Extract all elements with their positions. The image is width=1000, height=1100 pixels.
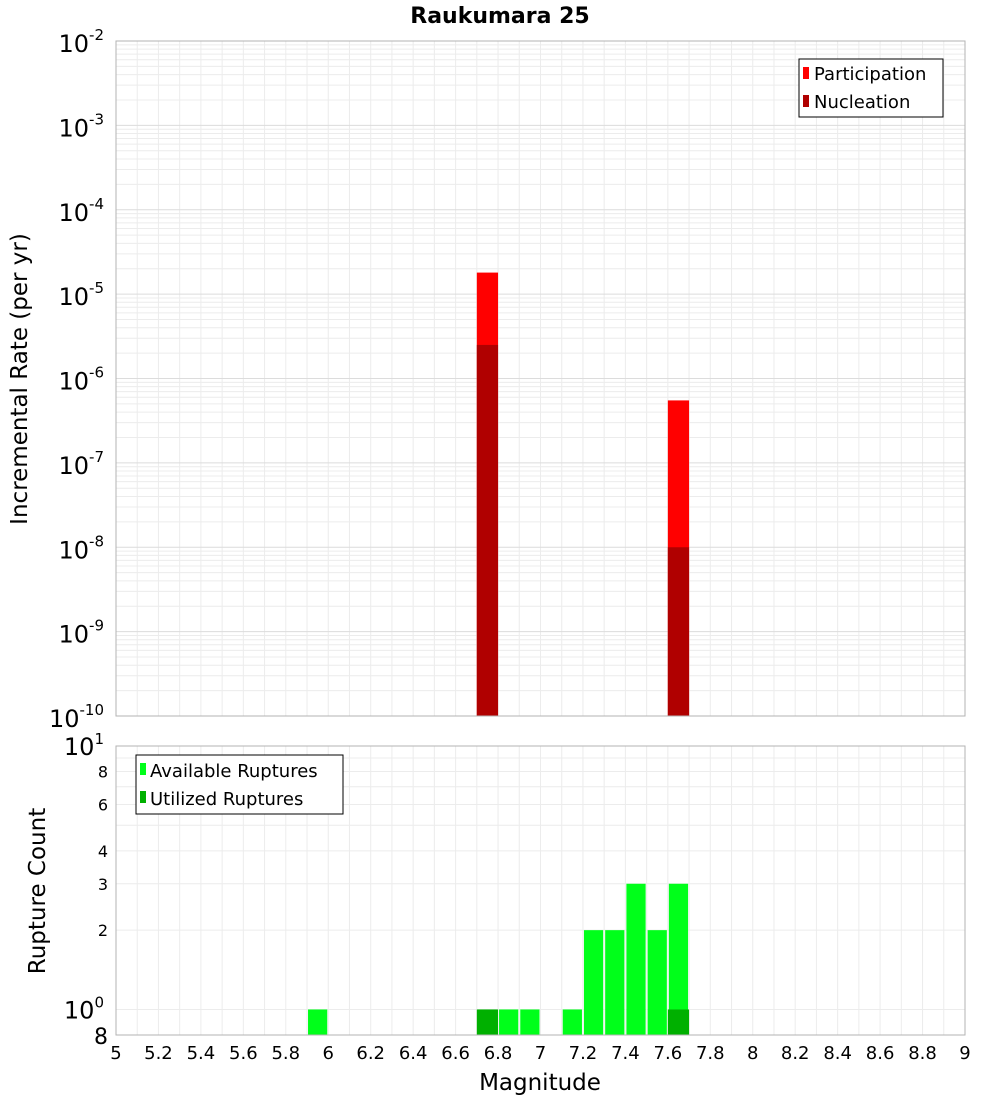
available-ruptures-bar bbox=[583, 930, 604, 1035]
x-tick-label: 7.2 bbox=[569, 1043, 598, 1064]
available-ruptures-bar bbox=[520, 1009, 540, 1035]
available-ruptures-bar bbox=[626, 883, 646, 1035]
top-bars bbox=[476, 272, 690, 716]
available-ruptures-bar bbox=[668, 883, 689, 1035]
legend-label-nucleation: Nucleation bbox=[814, 92, 910, 113]
x-tick-label: 8.4 bbox=[823, 1043, 852, 1064]
x-tick-label: 7.6 bbox=[654, 1043, 683, 1064]
x-tick-label: 5.4 bbox=[187, 1043, 216, 1064]
x-tick-label: 5 bbox=[110, 1043, 121, 1064]
bottom-y-tick-label: 4 bbox=[98, 842, 108, 861]
bottom-bars bbox=[308, 883, 690, 1035]
legend-swatch-participation bbox=[803, 67, 809, 79]
available-ruptures-bar bbox=[605, 930, 625, 1035]
available-ruptures-bar bbox=[647, 930, 667, 1035]
legend-label-available: Available Ruptures bbox=[150, 761, 318, 782]
bottom-grid bbox=[115, 746, 966, 1035]
x-ticks: 5 5.2 5.4 5.6 5.8 6 6.2 6.4 6.6 6.8 7 7.2 7.4 7.6 7.8 8… bbox=[110, 1043, 970, 1064]
x-tick-label: 5.8 bbox=[271, 1043, 300, 1064]
top-y-axis-label: Incremental Rate (per yr) bbox=[7, 233, 33, 525]
bottom-y-tick-label: 6 bbox=[98, 795, 108, 814]
legend-label-participation: Participation bbox=[814, 64, 926, 85]
available-ruptures-bar bbox=[499, 1009, 519, 1035]
bottom-y-tick-label: 8 bbox=[94, 1025, 108, 1050]
utilized-ruptures-bar bbox=[667, 1009, 690, 1035]
legend-label-utilized: Utilized Ruptures bbox=[150, 789, 303, 810]
x-tick-label: 6.2 bbox=[356, 1043, 385, 1064]
top-y-tick-label: 10-9 bbox=[58, 617, 104, 649]
chart-title: Raukumara 25 bbox=[410, 4, 589, 29]
x-tick-label: 7.8 bbox=[696, 1043, 725, 1064]
available-ruptures-bar bbox=[562, 1009, 582, 1035]
top-plot-frame bbox=[115, 40, 966, 717]
x-tick-label: 8.8 bbox=[908, 1043, 937, 1064]
top-y-tick-label: 10-7 bbox=[58, 448, 104, 480]
bottom-y-tick-label: 101 bbox=[64, 730, 104, 761]
x-tick-label: 8.2 bbox=[781, 1043, 810, 1064]
x-tick-label: 6 bbox=[323, 1043, 334, 1064]
top-y-tick-label: 10-4 bbox=[58, 195, 104, 227]
top-y-tick-label: 10-3 bbox=[58, 110, 104, 142]
bottom-y-tick-label: 3 bbox=[98, 875, 108, 894]
available-ruptures-bar bbox=[308, 1009, 328, 1035]
x-tick-label: 6.6 bbox=[441, 1043, 470, 1064]
utilized-ruptures-bar bbox=[476, 1009, 499, 1035]
bottom-y-tick-label: 100 bbox=[64, 993, 104, 1024]
x-tick-label: 6.4 bbox=[399, 1043, 428, 1064]
x-tick-label: 6.8 bbox=[484, 1043, 513, 1064]
x-tick-label: 5.6 bbox=[229, 1043, 258, 1064]
x-tick-label: 8 bbox=[747, 1043, 758, 1064]
x-tick-label: 8.6 bbox=[866, 1043, 895, 1064]
top-y-ticks: 10-2 10-3 10-4 10-5 10-6 10-7 10-8 10-9 10-10 bbox=[49, 26, 104, 733]
x-tick-label: 7 bbox=[535, 1043, 546, 1064]
x-axis-label: Magnitude bbox=[479, 1070, 601, 1096]
top-legend: Participation Nucleation bbox=[798, 58, 944, 118]
bottom-legend-box bbox=[135, 754, 344, 815]
x-tick-label: 7.4 bbox=[611, 1043, 640, 1064]
top-y-tick-label: 10-2 bbox=[58, 26, 104, 58]
nucleation-bar bbox=[667, 547, 690, 716]
bottom-plot-frame bbox=[115, 745, 966, 1036]
top-grid bbox=[115, 41, 966, 717]
bottom-legend: Available Ruptures Utilized Ruptures bbox=[135, 754, 344, 815]
top-y-tick-label: 10-10 bbox=[49, 701, 104, 733]
nucleation-bar bbox=[476, 344, 499, 716]
bottom-y-tick-label: 2 bbox=[98, 921, 108, 940]
top-legend-box bbox=[798, 58, 944, 118]
bottom-y-tick-label: 8 bbox=[98, 763, 108, 782]
top-y-tick-label: 10-8 bbox=[58, 532, 104, 564]
legend-swatch-nucleation bbox=[803, 95, 809, 107]
legend-swatch-available bbox=[140, 763, 146, 775]
x-tick-label: 9 bbox=[959, 1043, 970, 1064]
top-y-tick-label: 10-6 bbox=[58, 364, 104, 396]
top-y-tick-label: 10-5 bbox=[58, 279, 104, 311]
legend-swatch-utilized bbox=[140, 791, 146, 803]
bottom-y-axis-label: Rupture Count bbox=[25, 808, 51, 974]
x-tick-label: 5.2 bbox=[144, 1043, 173, 1064]
